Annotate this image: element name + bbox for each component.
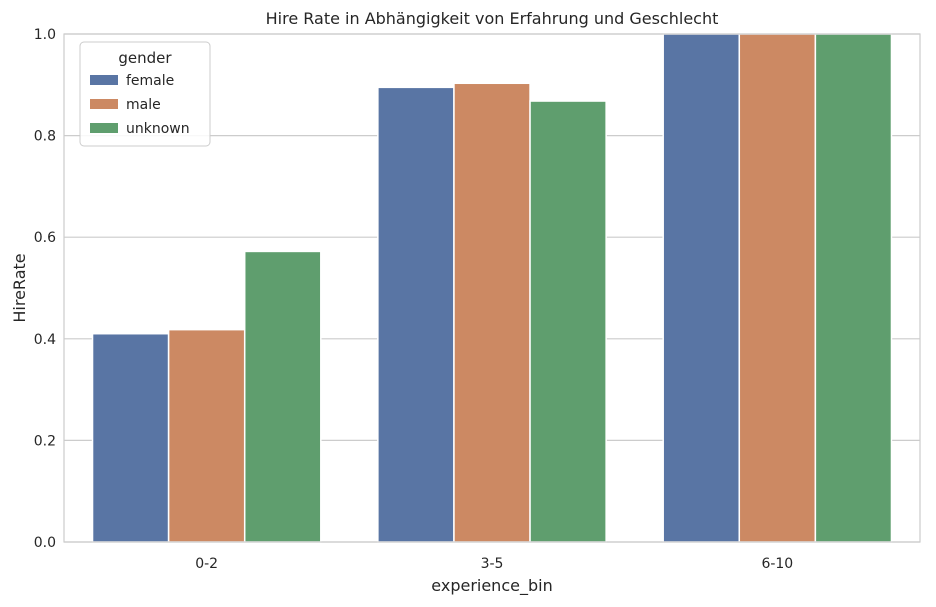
x-axis-ticks: 0-2 3-5 6-10 xyxy=(195,556,793,572)
bar-unknown-0-2 xyxy=(243,250,322,543)
y-tick-label: 0.4 xyxy=(34,332,56,348)
legend-swatch-male xyxy=(90,99,118,109)
bar-unknown-3-5 xyxy=(529,100,607,543)
legend-box xyxy=(79,41,211,147)
y-tick-label: 1.0 xyxy=(34,27,56,43)
bar-female-0-2 xyxy=(91,332,170,543)
y-tick-label: 0.2 xyxy=(34,433,56,449)
bar-male-0-2 xyxy=(167,328,246,543)
bar-female-3-5 xyxy=(377,86,455,543)
legend-swatch-female xyxy=(90,75,118,85)
x-tick-label: 6-10 xyxy=(761,556,793,572)
plot-frame xyxy=(63,33,921,543)
legend-label-male: male xyxy=(126,97,161,113)
chart-title: Hire Rate in Abhängigkeit von Erfahrung … xyxy=(266,9,719,28)
bar-male-6-10 xyxy=(738,33,817,543)
legend-label-female: female xyxy=(126,73,174,89)
x-axis-title: experience_bin xyxy=(431,576,552,596)
legend-title: gender xyxy=(118,49,172,67)
y-tick-label: 0.8 xyxy=(34,129,56,145)
bar-unknown-6-10 xyxy=(814,33,893,543)
y-tick-label: 0.0 xyxy=(34,535,56,551)
legend-label-unknown: unknown xyxy=(126,121,190,137)
bars xyxy=(91,33,893,543)
y-axis-title: HireRate xyxy=(10,253,29,322)
bar-female-6-10 xyxy=(662,33,741,543)
x-tick-label: 0-2 xyxy=(195,556,218,572)
y-axis-ticks: 0.0 0.2 0.4 0.6 0.8 1.0 xyxy=(34,27,56,551)
x-tick-label: 3-5 xyxy=(481,556,504,572)
legend: gender female male unknown xyxy=(79,41,211,147)
bar-male-3-5 xyxy=(453,82,531,543)
legend-swatch-unknown xyxy=(90,123,118,133)
y-tick-label: 0.6 xyxy=(34,230,56,246)
